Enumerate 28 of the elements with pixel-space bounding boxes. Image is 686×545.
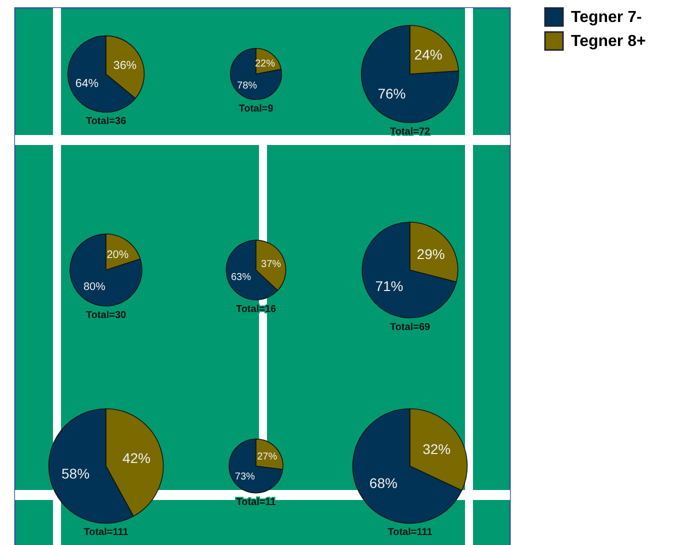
- data-label: 27%: [257, 452, 278, 463]
- text: Total=9: [238, 104, 274, 115]
- text: Total=111: [84, 527, 129, 538]
- text: Total=36: [86, 116, 126, 128]
- legend-label: Tegner 7-: [571, 9, 642, 26]
- text: Total=72: [390, 126, 430, 138]
- legend-label: Tegner 8+: [571, 33, 646, 50]
- text: Total=11: [236, 496, 276, 508]
- data-label: 32%: [422, 441, 451, 458]
- data-label: 71%: [375, 278, 404, 294]
- data-label: 22%: [254, 58, 276, 70]
- data-label: 73%: [234, 471, 256, 482]
- data-label: 68%: [369, 474, 398, 491]
- data-label: 64%: [75, 78, 99, 90]
- data-label: 29%: [416, 246, 445, 262]
- data-label: 76%: [378, 85, 406, 102]
- text: Total=69: [390, 322, 430, 333]
- data-label: 78%: [237, 80, 258, 92]
- data-label: 80%: [83, 280, 106, 293]
- data-label: 37%: [261, 258, 282, 270]
- data-label: 42%: [122, 450, 151, 466]
- data-label: 58%: [61, 466, 90, 482]
- text: Total=30: [86, 310, 126, 322]
- data-label: 63%: [230, 272, 252, 284]
- text: Total=111: [388, 527, 433, 538]
- data-label: 24%: [414, 46, 442, 62]
- data-label: 20%: [106, 248, 129, 261]
- data-label: 36%: [113, 60, 137, 72]
